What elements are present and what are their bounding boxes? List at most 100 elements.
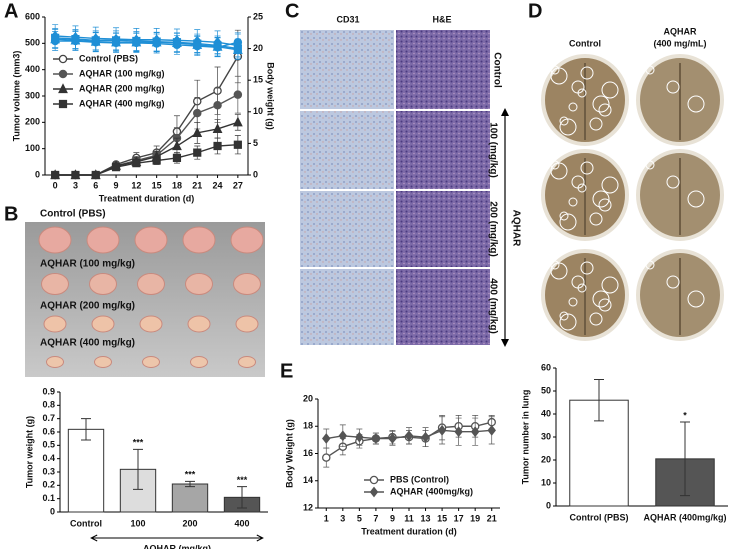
- nodule: [577, 183, 587, 193]
- nodule: [559, 211, 569, 221]
- tumor: [187, 315, 211, 333]
- nodule: [559, 118, 577, 136]
- significance: *: [683, 410, 687, 420]
- legend-label: AQHAR (200 mg/kg): [79, 83, 165, 93]
- y2-tick-label: 25: [253, 11, 263, 21]
- marker: [71, 170, 80, 180]
- significance: ***: [185, 470, 196, 480]
- y2-axis-label: Body weight (g): [266, 62, 276, 130]
- y-tick-label: 16: [303, 448, 313, 458]
- panel-letter: E: [280, 360, 293, 382]
- marker: [213, 141, 222, 151]
- y-tick-label: 0.5: [42, 440, 55, 450]
- group-label: AQHAR: [510, 210, 521, 247]
- tumor: [46, 356, 64, 368]
- error-bar: [237, 486, 247, 509]
- marker: [338, 430, 348, 442]
- y2-tick-label: 0: [253, 169, 258, 179]
- nodule: [559, 116, 569, 126]
- marker: [111, 38, 121, 48]
- marker: [233, 38, 243, 47]
- y-tick-label: 0: [35, 169, 40, 179]
- x-tick-label: 15: [152, 180, 162, 190]
- marker: [152, 156, 161, 165]
- marker: [371, 433, 381, 444]
- nodule: [568, 102, 578, 112]
- legend-label: AQHAR (100 mg/kg): [79, 68, 165, 78]
- nodule: [666, 275, 680, 289]
- y-axis-label: Tumor number in lung: [520, 390, 530, 485]
- x-tick-label: 21: [192, 180, 202, 190]
- nodule: [687, 290, 705, 308]
- x-tick-label: 9: [114, 180, 119, 190]
- x-tick-label: 12: [131, 180, 141, 190]
- y-tick-label: 100: [25, 143, 40, 153]
- y2-tick-label: 5: [253, 138, 258, 148]
- legend-marker: [58, 83, 68, 94]
- marker: [193, 148, 202, 157]
- marker: [233, 140, 242, 149]
- tumor: [139, 315, 163, 333]
- tumor: [185, 273, 213, 295]
- y-tick-label: 0.4: [42, 453, 55, 463]
- tumor: [38, 226, 72, 254]
- nodule: [598, 103, 612, 117]
- y-axis-label: Body Weight (g): [284, 419, 294, 488]
- nodule: [580, 261, 594, 275]
- nodule: [550, 65, 560, 75]
- nodule: [580, 66, 594, 80]
- marker: [132, 159, 141, 168]
- x-tick-label: 19: [470, 513, 480, 523]
- y-tick-label: 12: [303, 502, 313, 512]
- marker: [233, 90, 243, 99]
- y-tick-label: 20: [303, 393, 313, 403]
- marker: [437, 424, 447, 436]
- marker: [404, 430, 414, 442]
- marker: [213, 43, 222, 52]
- nodule: [645, 260, 655, 270]
- column-label: AQHAR: [664, 26, 697, 36]
- marker: [212, 123, 223, 134]
- legend-marker: [58, 69, 68, 79]
- legend-label: AQHAR (400mg/kg): [390, 486, 473, 496]
- he-images: [395, 30, 490, 345]
- nodule: [550, 162, 568, 180]
- nodule: [550, 67, 568, 85]
- legend-label: Control (PBS): [79, 53, 138, 63]
- nodule: [559, 213, 577, 231]
- legend-marker: [58, 99, 68, 109]
- y-tick-label: 10: [541, 477, 551, 487]
- y-tick-label: 0: [546, 500, 551, 510]
- marker: [355, 431, 364, 443]
- x-tick-label: 1: [324, 513, 329, 523]
- marker: [51, 170, 60, 180]
- y-tick-label: 50: [541, 385, 551, 395]
- marker: [322, 453, 331, 462]
- legend-marker: [369, 486, 379, 498]
- x-axis-arrow: [90, 534, 264, 542]
- panel-letter: C: [285, 0, 299, 22]
- y-tick-label: 0.1: [42, 493, 55, 503]
- tumor: [230, 226, 264, 254]
- y-tick-label: 60: [541, 362, 551, 372]
- marker: [71, 36, 80, 46]
- tumor: [43, 315, 67, 333]
- column-label: CD31: [336, 14, 359, 24]
- marker: [50, 36, 60, 46]
- tumor: [142, 356, 160, 368]
- image-dividers: [300, 30, 490, 345]
- marker: [172, 140, 182, 151]
- labels: A B C D E Control (PBS) AQHAR (100 mg/kg…: [4, 0, 707, 382]
- row-label: 200 (mg/kg): [487, 201, 498, 257]
- nodule: [559, 313, 577, 331]
- significance: ***: [133, 438, 144, 448]
- tumor: [182, 226, 216, 254]
- marker: [487, 424, 496, 436]
- x-tick-label: 27: [233, 180, 243, 190]
- x-tick-label: 400: [234, 518, 249, 528]
- marker: [192, 127, 203, 137]
- nodule: [580, 161, 594, 175]
- legend-marker: [369, 475, 379, 485]
- nodule: [589, 212, 603, 226]
- nodule: [589, 117, 603, 131]
